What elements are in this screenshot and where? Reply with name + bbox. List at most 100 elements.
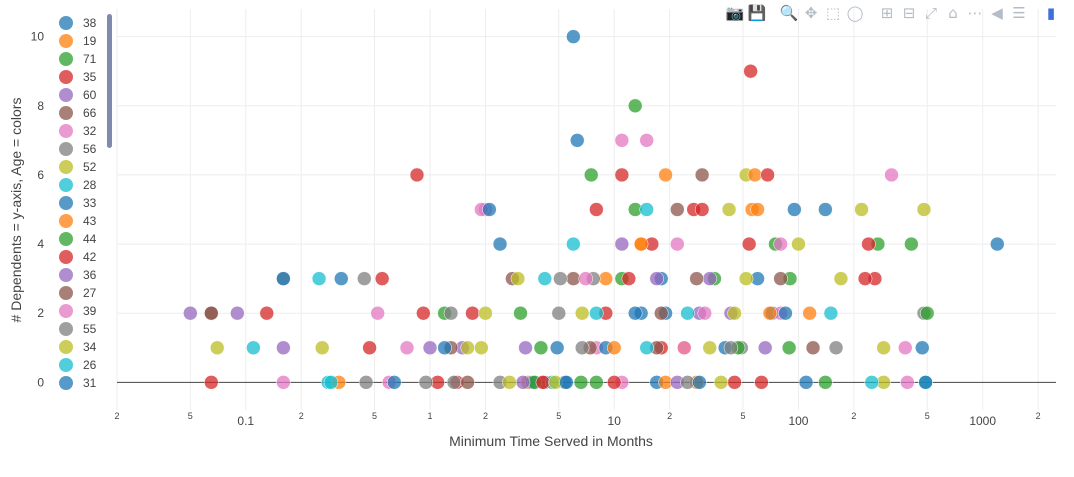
point-31-2[interactable]	[437, 340, 452, 356]
point-39-0[interactable]	[773, 236, 788, 252]
point-33-3[interactable]	[787, 202, 802, 217]
point-35-1[interactable]	[614, 167, 630, 183]
point-52-9[interactable]	[574, 305, 590, 321]
point-39-4[interactable]	[578, 271, 593, 286]
legend-item-28[interactable]: 28	[56, 176, 106, 194]
point-66-1[interactable]	[670, 202, 685, 217]
point-31-1[interactable]	[918, 375, 933, 390]
legend[interactable]: 38 19 71 35 60 66 32 56 52 28 33 43 44 42 36 27 39 55 34 26…	[56, 14, 106, 410]
point-27-0[interactable]	[204, 305, 219, 321]
point-55-3[interactable]	[723, 340, 739, 356]
point-71-8[interactable]	[573, 375, 589, 390]
point-27-6[interactable]	[805, 340, 821, 356]
point-39-2[interactable]	[276, 375, 291, 390]
zoom-in-icon[interactable]: ⊞	[880, 4, 894, 22]
point-42-8[interactable]	[754, 375, 769, 390]
zoom-out-icon[interactable]: ⊟	[902, 4, 916, 22]
legend-item-19[interactable]: 19	[56, 32, 106, 50]
point-60-6[interactable]	[702, 271, 718, 286]
point-42-4[interactable]	[416, 305, 431, 321]
zoom-icon[interactable]: 🔍	[779, 4, 799, 22]
point-39-6[interactable]	[697, 305, 713, 321]
point-31-5[interactable]	[627, 305, 643, 321]
point-34-1[interactable]	[738, 271, 754, 286]
series-28[interactable]	[246, 202, 839, 390]
point-52-1[interactable]	[721, 202, 737, 217]
legend-item-42[interactable]: 42	[56, 248, 106, 266]
point-52-12[interactable]	[713, 375, 729, 390]
point-71-2[interactable]	[513, 305, 528, 321]
point-36-0[interactable]	[649, 271, 664, 286]
plotly-logo-icon[interactable]: ▮	[1046, 4, 1056, 22]
point-32-9[interactable]	[898, 340, 913, 356]
point-42-10[interactable]	[606, 375, 622, 390]
legend-item-32[interactable]: 32	[56, 122, 106, 140]
point-36-1[interactable]	[422, 340, 438, 356]
spike-lines-icon[interactable]: ⋯	[967, 4, 983, 22]
point-52-6[interactable]	[314, 340, 330, 356]
series-55[interactable]	[358, 271, 844, 390]
point-35-3[interactable]	[374, 271, 390, 286]
point-66-5[interactable]	[566, 271, 581, 286]
point-39-1[interactable]	[399, 340, 415, 356]
point-71-0[interactable]	[627, 98, 643, 114]
point-42-9[interactable]	[857, 271, 873, 286]
point-60-4[interactable]	[518, 340, 533, 356]
point-35-2[interactable]	[409, 167, 425, 183]
point-38-2[interactable]	[492, 236, 508, 252]
point-52-7[interactable]	[209, 340, 225, 356]
box-select-icon[interactable]: ⬚	[825, 4, 841, 22]
legend-item-34[interactable]: 34	[56, 338, 106, 356]
point-42-6[interactable]	[861, 236, 876, 252]
point-38-1[interactable]	[570, 133, 585, 148]
point-42-7[interactable]	[621, 271, 637, 286]
point-52-11[interactable]	[876, 340, 891, 356]
point-19-6[interactable]	[598, 271, 614, 286]
legend-item-44[interactable]: 44	[56, 230, 106, 248]
point-55-4[interactable]	[574, 340, 590, 356]
point-56-2[interactable]	[443, 305, 459, 321]
point-28-6[interactable]	[680, 305, 695, 321]
point-71-1[interactable]	[583, 167, 599, 183]
point-28-1[interactable]	[639, 202, 654, 217]
point-60-0[interactable]	[230, 305, 245, 321]
legend-item-55[interactable]: 55	[56, 320, 106, 338]
legend-item-56[interactable]: 56	[56, 140, 106, 158]
series-26[interactable]	[323, 271, 933, 390]
point-56-1[interactable]	[357, 271, 372, 286]
point-39-3[interactable]	[900, 375, 915, 390]
point-31-4[interactable]	[778, 305, 793, 321]
legend-item-36[interactable]: 36	[56, 266, 106, 284]
series-39[interactable]	[276, 236, 915, 390]
point-55-2[interactable]	[553, 271, 568, 286]
point-28-0[interactable]	[566, 236, 581, 252]
point-66-0[interactable]	[694, 167, 710, 183]
autoscale-icon[interactable]: ⤢	[924, 4, 937, 22]
legend-item-35[interactable]: 35	[56, 68, 106, 86]
point-35-4[interactable]	[259, 305, 275, 321]
series-52[interactable]	[209, 167, 932, 390]
point-52-10[interactable]	[833, 271, 849, 286]
point-33-2[interactable]	[276, 271, 291, 286]
point-32-0[interactable]	[614, 133, 630, 148]
point-28-2[interactable]	[311, 271, 327, 286]
point-42-0[interactable]	[760, 167, 775, 183]
point-32-1[interactable]	[639, 133, 654, 148]
point-26-1[interactable]	[589, 305, 604, 321]
point-27-5[interactable]	[654, 305, 669, 321]
point-71-9[interactable]	[781, 340, 797, 356]
point-35-6[interactable]	[589, 202, 604, 217]
point-52-8[interactable]	[460, 340, 475, 356]
point-43-2[interactable]	[633, 236, 649, 252]
point-42-3[interactable]	[535, 375, 551, 390]
point-55-1[interactable]	[358, 375, 374, 390]
point-44-5[interactable]	[919, 305, 935, 321]
save-icon[interactable]: 💾	[747, 4, 767, 22]
series-42[interactable]	[362, 167, 876, 390]
point-34-7[interactable]	[702, 340, 718, 356]
point-26-0[interactable]	[323, 375, 339, 390]
point-55-0[interactable]	[446, 375, 462, 390]
point-56-4[interactable]	[418, 375, 434, 390]
legend-item-52[interactable]: 52	[56, 158, 106, 176]
point-28-7[interactable]	[823, 305, 839, 321]
